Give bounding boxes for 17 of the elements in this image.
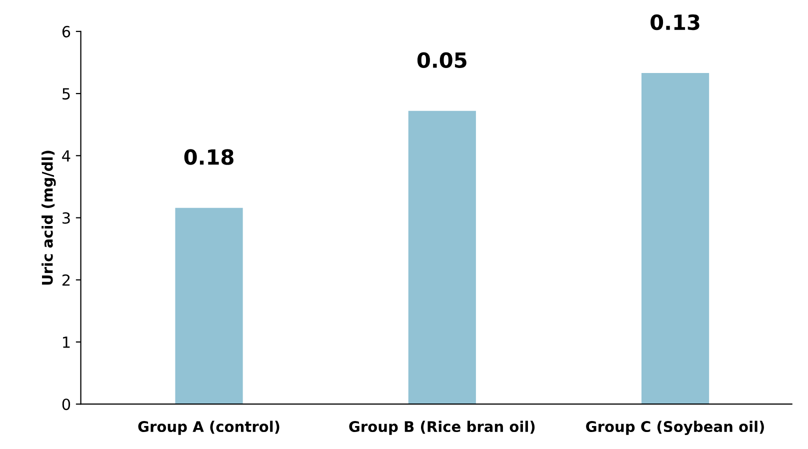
y-tick-label: 1 (63, 336, 70, 348)
y-tick-label: 2 (62, 274, 70, 286)
bar (175, 208, 243, 404)
x-tick-label: Group C (Soybean oil) (586, 420, 764, 435)
y-axis-title: Uric acid (mg/dl) (42, 150, 56, 285)
annotation: 0.18 (184, 149, 234, 165)
y-tick-label: 5 (62, 88, 70, 100)
y-tick-label: 4 (62, 150, 70, 162)
bar (641, 73, 710, 404)
annotation: 0.05 (417, 52, 466, 68)
annotation: 0.13 (650, 14, 700, 30)
bar (408, 110, 476, 404)
x-tick-label: Group B (Rice bran oil) (349, 420, 535, 435)
y-tick-label: 3 (62, 212, 70, 224)
y-tick-label: 0 (62, 398, 70, 410)
x-tick-label: Group A (control) (138, 420, 280, 435)
y-tick-label: 6 (62, 26, 70, 38)
